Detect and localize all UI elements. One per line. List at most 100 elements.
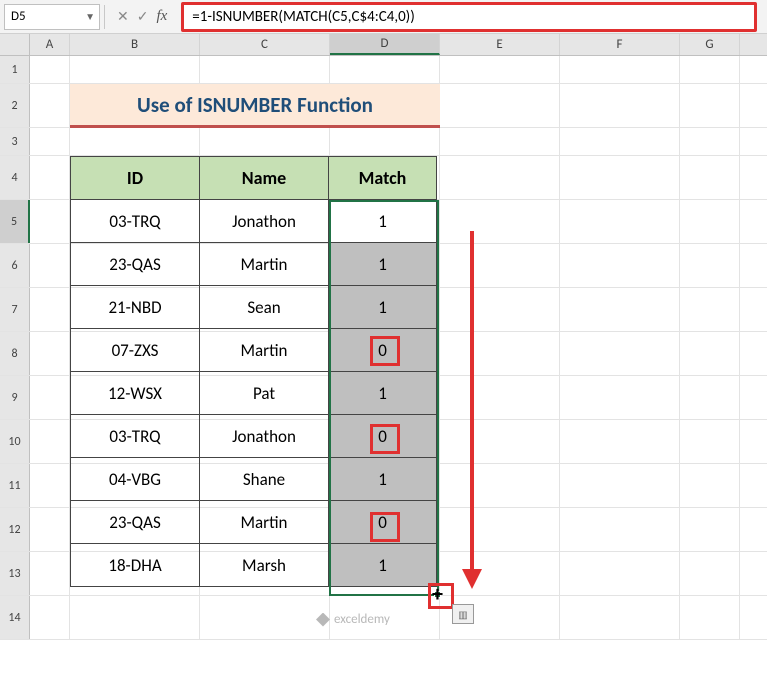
enter-icon[interactable]: ✓ [137, 8, 149, 25]
cell-A1[interactable] [30, 56, 70, 83]
name-box[interactable]: D5 ▼ [4, 4, 100, 30]
col-header-F[interactable]: F [560, 34, 680, 55]
col-header-E[interactable]: E [440, 34, 560, 55]
watermark-text: exceldemy [334, 612, 390, 627]
cell-G1[interactable] [680, 56, 740, 83]
cell-name[interactable]: Jonathon [200, 415, 329, 458]
col-header-B[interactable]: B [70, 34, 200, 55]
col-header-A[interactable]: A [30, 34, 70, 55]
drag-arrow-line [470, 231, 474, 571]
cell-name[interactable]: Jonathon [200, 200, 329, 243]
cell-id[interactable]: 04-VBG [71, 458, 200, 501]
row-header-10[interactable]: 10 [0, 420, 30, 463]
row-header-12[interactable]: 12 [0, 508, 30, 551]
row-3: 3 [0, 128, 767, 156]
cell-name[interactable]: Martin [200, 501, 329, 544]
cell-match[interactable]: 1 [329, 243, 437, 286]
cell-name[interactable]: Sean [200, 286, 329, 329]
row-1: 1 [0, 56, 767, 84]
name-box-value: D5 [11, 9, 26, 24]
cell-C1[interactable] [200, 56, 330, 83]
col-header-G[interactable]: G [680, 34, 740, 55]
title-banner: Use of ISNUMBER Function [70, 84, 440, 128]
cell-name[interactable]: Martin [200, 243, 329, 286]
cell-id[interactable]: 12-WSX [71, 372, 200, 415]
cell-C3[interactable] [200, 128, 330, 155]
table-row: 18-DHA Marsh 1 [71, 544, 437, 587]
cell-match[interactable]: 0 [329, 329, 437, 372]
cell-name[interactable]: Shane [200, 458, 329, 501]
row-header-11[interactable]: 11 [0, 464, 30, 507]
fill-cursor-icon: + [432, 580, 443, 607]
table-row: 23-QAS Martin 0 [71, 501, 437, 544]
cell-id[interactable]: 18-DHA [71, 544, 200, 587]
header-name: Name [200, 157, 329, 200]
formula-bar-buttons: ✕ ✓ fx [109, 8, 181, 25]
row-header-3[interactable]: 3 [0, 128, 30, 155]
grid: 1 2 3 [0, 56, 767, 640]
cell-id[interactable]: 03-TRQ [71, 200, 200, 243]
cell-id[interactable]: 21-NBD [71, 286, 200, 329]
cell-G2[interactable] [680, 84, 740, 127]
column-headers: A B C D E F G [0, 34, 767, 56]
cell-name[interactable]: Martin [200, 329, 329, 372]
cell-name[interactable]: Pat [200, 372, 329, 415]
table-row: 07-ZXS Martin 0 [71, 329, 437, 372]
col-header-C[interactable]: C [200, 34, 330, 55]
formula-bar[interactable]: =1-ISNUMBER(MATCH(C5,C$4:C4,0)) [181, 2, 757, 32]
cell-B3[interactable] [70, 128, 200, 155]
cell-F1[interactable] [560, 56, 680, 83]
table-row: 21-NBD Sean 1 [71, 286, 437, 329]
cell-E3[interactable] [440, 128, 560, 155]
row-header-7[interactable]: 7 [0, 288, 30, 331]
cell-G3[interactable] [680, 128, 740, 155]
divider [104, 5, 105, 29]
header-match: Match [329, 157, 437, 200]
cell-A2[interactable] [30, 84, 70, 127]
table-row: 03-TRQ Jonathon 0 [71, 415, 437, 458]
header-id: ID [71, 157, 200, 200]
row-header-1[interactable]: 1 [0, 56, 30, 83]
cell-match[interactable]: 1 [329, 544, 437, 587]
data-table: ID Name Match 03-TRQ Jonathon 1 23-QAS M… [70, 156, 437, 587]
table-header-row: ID Name Match [71, 157, 437, 200]
table-row: 12-WSX Pat 1 [71, 372, 437, 415]
row-header-4[interactable]: 4 [0, 156, 30, 199]
col-header-D[interactable]: D [330, 34, 440, 55]
cell-F2[interactable] [560, 84, 680, 127]
cell-id[interactable]: 07-ZXS [71, 329, 200, 372]
cell-D3[interactable] [330, 128, 440, 155]
row-header-5[interactable]: 5 [0, 200, 30, 243]
fx-icon[interactable]: fx [156, 8, 173, 25]
cell-id[interactable]: 23-QAS [71, 501, 200, 544]
row-header-6[interactable]: 6 [0, 244, 30, 287]
cell-B1[interactable] [70, 56, 200, 83]
row-header-8[interactable]: 8 [0, 332, 30, 375]
cell-match[interactable]: 1 [329, 372, 437, 415]
cell-match[interactable]: 1 [329, 458, 437, 501]
row-header-2[interactable]: 2 [0, 84, 30, 127]
row-header-9[interactable]: 9 [0, 376, 30, 419]
table-row: 04-VBG Shane 1 [71, 458, 437, 501]
row-header-13[interactable]: 13 [0, 552, 30, 595]
select-all-corner[interactable] [0, 34, 30, 55]
row-header-14[interactable]: 14 [0, 596, 30, 639]
cell-name[interactable]: Marsh [200, 544, 329, 587]
formula-bar-row: D5 ▼ ✕ ✓ fx =1-ISNUMBER(MATCH(C5,C$4:C4,… [0, 0, 767, 34]
title-text: Use of ISNUMBER Function [137, 92, 373, 118]
cell-F3[interactable] [560, 128, 680, 155]
cell-A3[interactable] [30, 128, 70, 155]
cell-E2[interactable] [440, 84, 560, 127]
cell-match[interactable]: 1 [329, 200, 437, 243]
autofill-options-button[interactable]: ▥ [452, 604, 474, 624]
cell-match[interactable]: 0 [329, 501, 437, 544]
watermark-icon [316, 613, 330, 627]
cell-id[interactable]: 03-TRQ [71, 415, 200, 458]
cell-D1[interactable] [330, 56, 440, 83]
name-box-dropdown-icon[interactable]: ▼ [85, 10, 95, 23]
cell-match[interactable]: 0 [329, 415, 437, 458]
cell-match[interactable]: 1 [329, 286, 437, 329]
cancel-icon[interactable]: ✕ [117, 8, 129, 25]
cell-id[interactable]: 23-QAS [71, 243, 200, 286]
cell-E1[interactable] [440, 56, 560, 83]
